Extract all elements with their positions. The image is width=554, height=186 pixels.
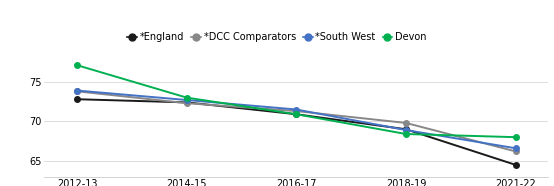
Devon	[403, 133, 409, 135]
*DCC Comparators	[293, 110, 300, 112]
*South West	[293, 108, 300, 111]
*England	[293, 113, 300, 115]
Devon	[74, 64, 80, 66]
Line: Devon: Devon	[74, 62, 519, 140]
*DCC Comparators	[74, 90, 80, 92]
*England	[183, 101, 190, 103]
*South West	[512, 147, 519, 149]
Text: Outcome for 3C – Proportion of carers who report that they have been included or: Outcome for 3C – Proportion of carers wh…	[4, 8, 554, 18]
Legend: *England, *DCC Comparators, *South West, Devon: *England, *DCC Comparators, *South West,…	[127, 32, 427, 42]
Devon	[183, 97, 190, 99]
*England	[512, 164, 519, 166]
*South West	[403, 129, 409, 131]
*England	[403, 128, 409, 130]
Line: *South West: *South West	[74, 88, 519, 151]
*South West	[74, 89, 80, 92]
Devon	[293, 113, 300, 115]
Line: *England: *England	[74, 97, 519, 168]
*DCC Comparators	[512, 150, 519, 153]
*DCC Comparators	[183, 102, 190, 104]
Devon	[512, 136, 519, 138]
Line: *DCC Comparators: *DCC Comparators	[74, 89, 519, 154]
*DCC Comparators	[403, 122, 409, 124]
*South West	[183, 99, 190, 101]
*England	[74, 98, 80, 100]
